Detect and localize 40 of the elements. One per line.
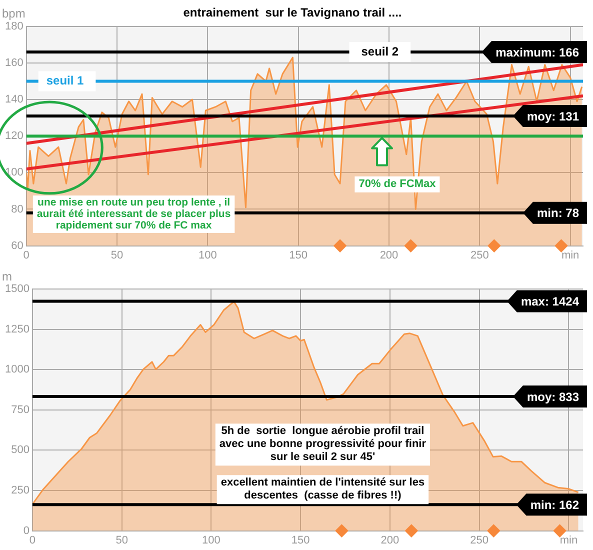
ref-line-label: min: 78 xyxy=(536,206,580,220)
y-tick-label: 60 xyxy=(11,240,24,252)
y-tick-label: 1500 xyxy=(4,283,30,296)
ref-line-label: seuil 1 xyxy=(46,74,84,88)
annotation: 5h de sortie longue aérobie profil trail avec une bonne progressivité pour finir sur le seuil 2 sur 45' xyxy=(219,425,427,464)
x-tick-label: 200 xyxy=(380,534,400,546)
y-tick-label: 1250 xyxy=(4,323,30,336)
x-tick-label: 50 xyxy=(116,534,128,546)
annotation: excellent maintien de l'intensité sur les descentes (casse de fibres !!) xyxy=(220,476,425,502)
ref-line-label: moy: 833 xyxy=(526,390,580,404)
chart-title: entrainement sur le Tavignano trail .... xyxy=(183,6,402,20)
y-tick-label: 80 xyxy=(11,203,24,216)
x-tick-label: 50 xyxy=(110,249,124,262)
ref-line-label: min: 162 xyxy=(530,498,580,512)
x-tick-label: 150 xyxy=(291,534,310,546)
x-tick-label: 150 xyxy=(289,249,308,262)
y-tick-label: 250 xyxy=(11,484,30,497)
x-tick-label: min xyxy=(561,249,580,262)
y-tick-label: 140 xyxy=(4,94,24,106)
ref-line-label: moy: 131 xyxy=(526,109,580,124)
y-tick-label: 1000 xyxy=(4,364,30,376)
annotation: seuil 2 xyxy=(361,44,399,58)
y-tick-label: 160 xyxy=(4,57,24,69)
x-tick-label: min xyxy=(560,534,578,546)
y-tick-label: 180 xyxy=(4,20,24,32)
y-tick-label: 0 xyxy=(23,524,30,537)
y-tick-label: 750 xyxy=(11,404,30,416)
x-tick-label: 250 xyxy=(470,534,489,546)
y-axis-title: bpm xyxy=(2,6,26,21)
annotation: 70% de FCMax xyxy=(358,178,437,190)
y-tick-label: 500 xyxy=(11,444,30,456)
ref-line-label: max: 1424 xyxy=(520,294,580,309)
x-tick-label: 100 xyxy=(198,249,217,262)
ref-line-label: maximum: 166 xyxy=(496,45,580,60)
x-tick-label: 250 xyxy=(470,249,489,262)
y-axis-title: m xyxy=(2,269,12,284)
x-tick-label: 200 xyxy=(380,249,398,262)
annotation: une mise en route un peu trop lente , il aurait été interessant de se placer plus rapidement sur 70% de FC max xyxy=(36,196,231,232)
y-tick-label: 120 xyxy=(4,130,24,142)
x-tick-label: 100 xyxy=(202,534,220,546)
